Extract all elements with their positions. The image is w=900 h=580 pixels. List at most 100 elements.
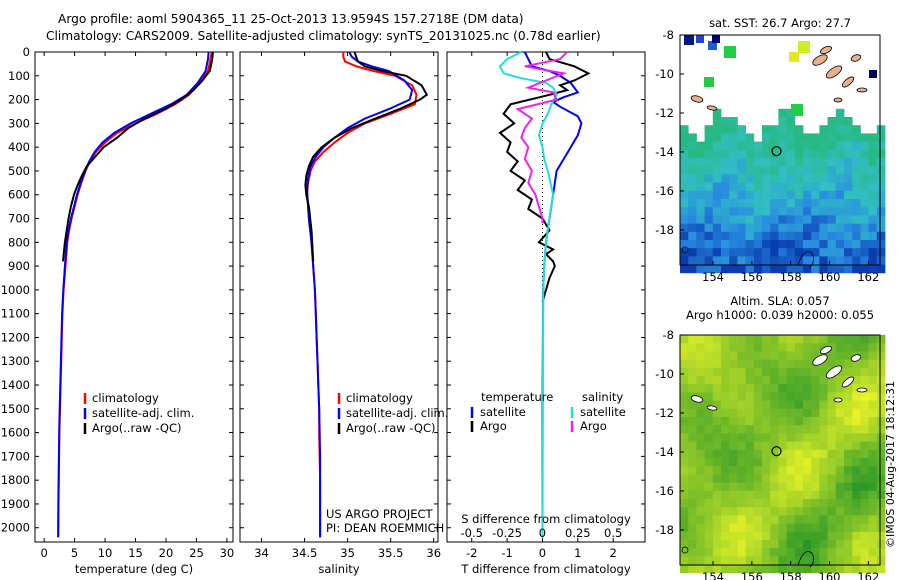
sst_map-cell <box>712 223 722 233</box>
sla_map-cell <box>778 482 787 492</box>
sla_map-cell <box>737 343 746 352</box>
sla_map-cell <box>852 474 861 483</box>
sst_map-cell <box>852 199 861 208</box>
sla_map-cell <box>868 531 878 541</box>
sst_map-cell <box>737 264 746 274</box>
sla_map-cell <box>786 335 796 344</box>
sla_map-cell <box>688 417 697 426</box>
sst_map-cell <box>770 125 779 134</box>
sla_map-cell <box>778 564 787 574</box>
sla_map-cell <box>827 384 837 393</box>
sla_map-cell <box>737 425 746 434</box>
sst_map-cell <box>868 149 878 159</box>
sst_map-cell <box>811 264 820 274</box>
sla_map-cell <box>835 474 845 483</box>
sla_map-cell <box>762 441 771 451</box>
sla_map-cell <box>680 425 689 434</box>
sla_map-cell <box>680 515 689 524</box>
sst_map-cell <box>704 256 714 265</box>
sst_map-cell <box>696 215 705 224</box>
sla_map-cell <box>762 474 771 483</box>
depth-tick-label: 1600 <box>1 426 30 440</box>
sst_map-cell <box>819 256 828 265</box>
sst_map-cell <box>721 240 730 249</box>
sla_map-cell <box>737 335 746 344</box>
sla_map-cell <box>770 384 779 393</box>
sst_map-cell <box>786 182 796 192</box>
sst_map-cell <box>696 248 705 257</box>
sla_map-cell <box>786 482 796 492</box>
sst_map-cell <box>729 264 738 274</box>
sla_map-cell <box>696 499 705 508</box>
sla_map-cell <box>712 376 722 385</box>
sst_map-cell <box>721 133 730 142</box>
sla_map-cell <box>844 343 853 352</box>
sst_map-cell <box>753 248 763 257</box>
temperature-xtick-label: 5 <box>71 546 78 560</box>
sst_map-cell <box>762 264 771 274</box>
sla_map-cell <box>794 507 804 516</box>
sla_map-cell <box>819 335 828 344</box>
sst_map-cell <box>778 117 787 126</box>
sst_map-cell <box>860 215 869 224</box>
sst_map-island <box>850 54 862 62</box>
sst_map-xtick-label: 158 <box>780 270 802 284</box>
sst_map-cell <box>753 223 763 233</box>
sla_map-cell <box>704 531 714 541</box>
sla_map-cell <box>819 466 828 475</box>
sst_map-cell <box>680 190 689 200</box>
sla_map-island <box>820 345 832 355</box>
sst_map-cell <box>721 223 730 233</box>
sla_map-cell <box>811 367 820 377</box>
sla_map-cell <box>876 384 886 393</box>
sla_map-cell <box>729 392 738 401</box>
sst_map-cell <box>794 215 804 224</box>
sla_map-cell <box>844 474 853 483</box>
sst_map-cell <box>712 190 722 200</box>
sla_map-cell <box>753 392 763 401</box>
sst_map-cell <box>876 174 886 183</box>
sla_map-cell <box>876 351 886 360</box>
depth-tick-label: 200 <box>8 93 30 107</box>
sla_map-cell <box>844 449 853 459</box>
sla_map-cell <box>770 523 779 533</box>
sst_map-cell <box>844 199 853 208</box>
sla_map-cell <box>835 351 845 360</box>
sst_map-cell <box>835 108 845 118</box>
sst_map-cell <box>819 149 828 159</box>
sla_map-cell <box>770 531 779 541</box>
sla_map-cell <box>737 458 746 467</box>
sst_map-cell <box>704 182 714 192</box>
sla_map-cell <box>876 417 886 426</box>
sst_map-cell <box>844 248 853 257</box>
sla_map-cell <box>860 351 869 360</box>
sst_map-cell <box>794 190 804 200</box>
sst_map-cell <box>819 174 828 183</box>
sla_map-cell <box>778 490 787 500</box>
sst_map-cell <box>819 125 828 134</box>
sla_map-cell <box>745 564 755 574</box>
sst_map-cell <box>704 264 714 274</box>
sla_map-cell <box>704 515 714 524</box>
sst_map-cell <box>704 133 714 142</box>
sla_map-cell <box>696 384 705 393</box>
sla_map-cell <box>712 474 722 483</box>
sst_map-cell <box>778 231 787 241</box>
sst_map-cell <box>868 231 878 241</box>
sla_map-cell <box>844 507 853 516</box>
sst_map-cell <box>811 240 820 249</box>
sst_map-cell <box>819 264 828 274</box>
sla_map-cell <box>770 400 779 410</box>
sla_map-cell <box>876 523 886 533</box>
sst_map-cell <box>860 166 869 175</box>
sla_map-cell <box>778 335 787 344</box>
sla_map-cell <box>852 449 861 459</box>
sst_map-cell <box>794 223 804 233</box>
sla_map-cell <box>811 392 820 401</box>
sst_map-cell <box>811 158 820 167</box>
sla_map-cell <box>852 556 861 565</box>
sla_map-cell <box>745 433 755 442</box>
sst_map-cell <box>827 133 837 142</box>
sst_map-cell <box>811 133 820 142</box>
sla_map-cell <box>803 425 812 434</box>
